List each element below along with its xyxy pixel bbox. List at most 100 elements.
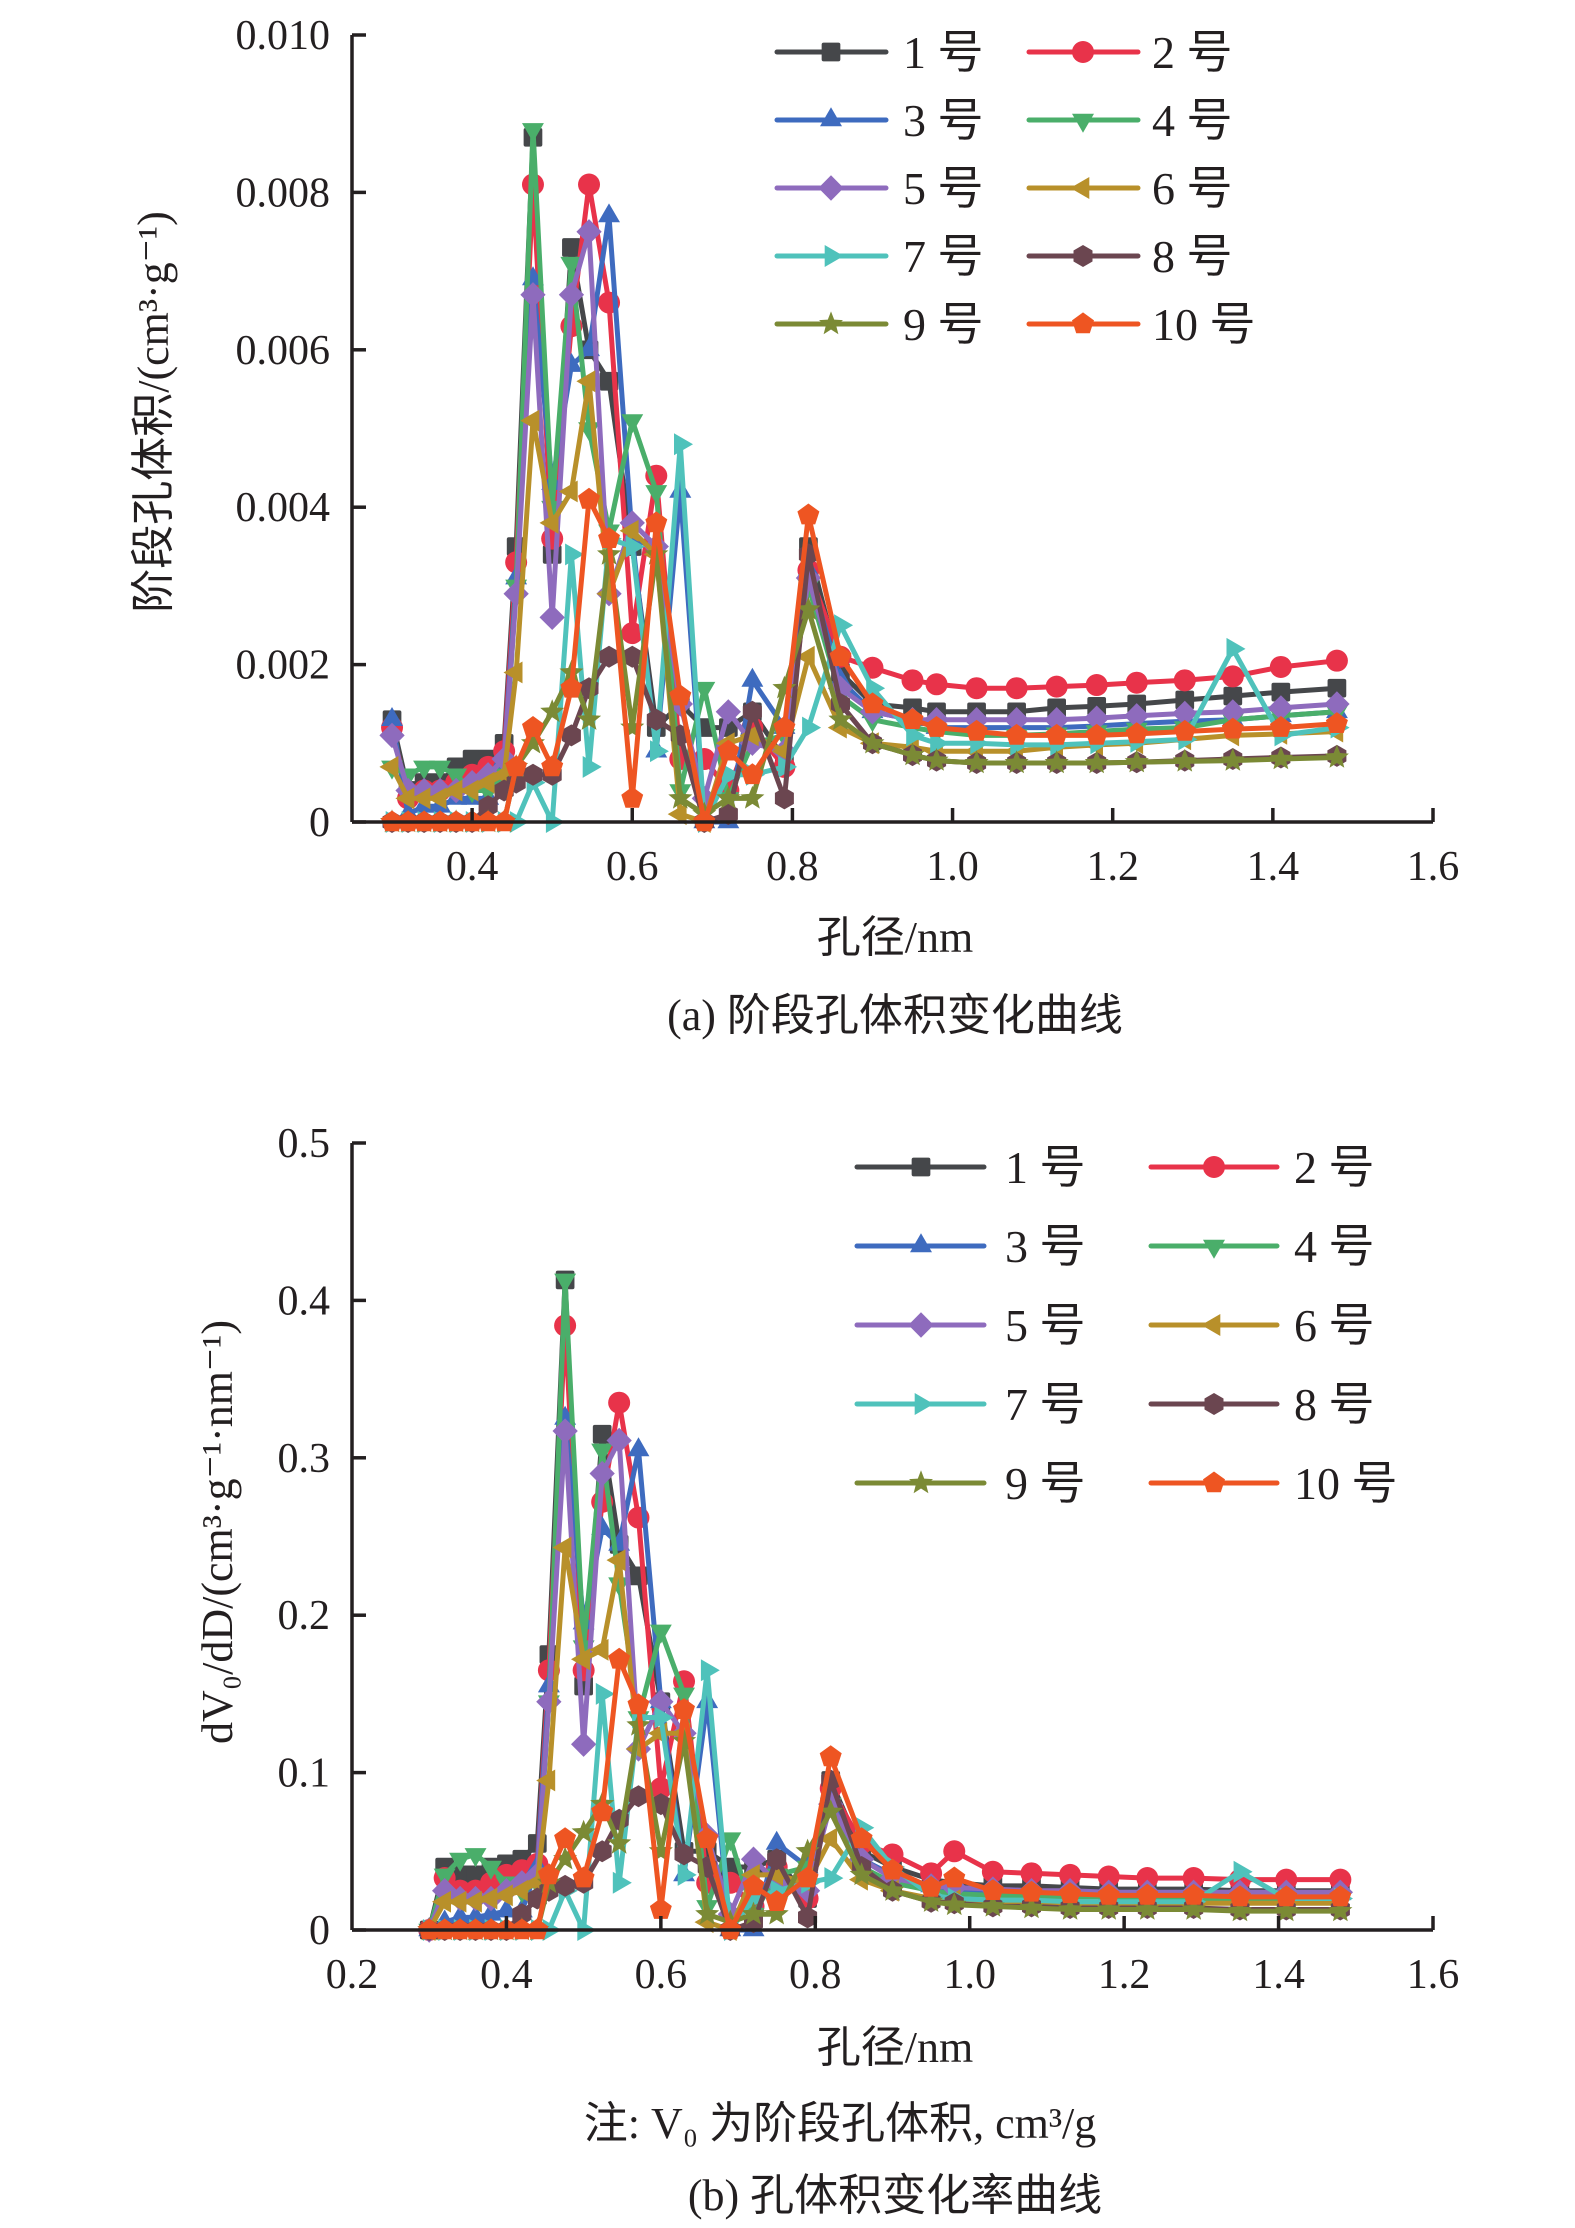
data-point [1097, 1883, 1120, 1905]
data-point [1269, 655, 1292, 678]
data-point [622, 645, 642, 668]
data-point [1059, 1882, 1082, 1904]
legend-label: 7 号 [1005, 1379, 1086, 1430]
data-point [667, 803, 687, 826]
data-point [695, 1901, 720, 1925]
data-point [981, 1879, 1004, 1900]
data-point [1085, 674, 1108, 697]
data-point [900, 742, 925, 766]
y-tick-label: 0.008 [236, 170, 331, 216]
data-point [942, 1892, 967, 1916]
data-point [612, 1871, 632, 1894]
data-point [478, 1887, 498, 1910]
x-tick-label: 0.8 [789, 1952, 842, 1998]
data-point [930, 732, 950, 755]
data-point [919, 1889, 944, 1912]
data-point [645, 511, 668, 533]
x-tick-label: 0.4 [446, 844, 499, 890]
legend-marker [818, 175, 844, 201]
y-tick-label: 0.004 [236, 485, 331, 531]
data-point [645, 485, 668, 505]
data-point [1182, 1867, 1205, 1890]
series-9 [380, 541, 1349, 833]
data-point [693, 681, 716, 701]
data-point [772, 675, 797, 699]
legend-marker [1070, 177, 1090, 199]
data-point [411, 787, 431, 810]
data-point [716, 785, 741, 809]
legend-label: 1 号 [1005, 1142, 1086, 1193]
legend-item: 9 号 [854, 1458, 1086, 1509]
legend-item: 8 号 [1148, 1379, 1375, 1430]
data-point [552, 1418, 578, 1444]
legend-item: 4 号 [1026, 95, 1233, 146]
data-point [462, 1890, 482, 1913]
chart-b: 0 0.1 0.2 0.3 0.4 0.5 0.2 0.4 0.6 0.8 1.0 1.2 1.4 1.6… [193, 1121, 1459, 2220]
data-point [674, 1843, 694, 1866]
data-point [621, 786, 644, 808]
data-point [1227, 1898, 1252, 1922]
data-point [774, 787, 794, 810]
data-point [625, 535, 645, 558]
data-point [480, 1860, 502, 1880]
data-point [740, 785, 765, 809]
data-point [669, 684, 692, 706]
data-point [1327, 678, 1347, 698]
y-tick-label: 0.2 [278, 1593, 331, 1639]
data-point [1268, 746, 1293, 770]
data-point [589, 1460, 615, 1487]
y-axis-title: 阶段孔体积/(cm³·g⁻¹) [129, 211, 178, 613]
data-point [1135, 1896, 1160, 1920]
legend-label: 6 号 [1152, 163, 1233, 214]
data-point [943, 1866, 966, 1888]
data-point [571, 1819, 596, 1843]
data-point [578, 487, 600, 509]
data-point [764, 1901, 789, 1925]
data-point [1275, 1885, 1298, 1907]
data-point [595, 1682, 615, 1705]
data-point [802, 716, 822, 739]
legend-label: 4 号 [1152, 95, 1233, 146]
data-point [1085, 723, 1108, 745]
data-point [1173, 719, 1196, 741]
x-axis-title: 孔径/nm [817, 2023, 973, 2072]
legend-label: 9 号 [903, 299, 984, 350]
data-point [571, 1731, 597, 1757]
data-point [943, 1840, 966, 1863]
data-point [1005, 723, 1028, 745]
legend-marker [1201, 1314, 1221, 1336]
data-point [592, 1840, 612, 1863]
data-point [1325, 649, 1348, 672]
data-point [981, 1860, 1004, 1883]
data-point [824, 1867, 844, 1889]
data-point [771, 740, 791, 763]
data-point [495, 1898, 518, 1918]
data-point [565, 543, 585, 566]
data-point [1268, 695, 1294, 721]
data-point [571, 1648, 590, 1671]
data-point [449, 1852, 472, 1872]
data-point [509, 1879, 529, 1902]
data-point [607, 1830, 632, 1854]
legend-label: 1 号 [903, 27, 984, 78]
data-point [554, 1827, 577, 1849]
data-point [427, 787, 447, 810]
x-tick-label: 1.4 [1252, 1952, 1305, 1998]
legend-marker [1203, 1239, 1225, 1259]
data-point [668, 785, 693, 809]
legend-label: 6 号 [1294, 1300, 1375, 1351]
data-point [539, 512, 559, 534]
data-point [1329, 1885, 1352, 1907]
caption: (b) 孔体积变化率曲线 [688, 2171, 1102, 2220]
legend-label: 8 号 [1152, 231, 1233, 282]
data-point [965, 677, 988, 700]
data-point [673, 1687, 695, 1707]
legend-marker [824, 245, 844, 267]
data-point [466, 1865, 485, 1885]
data-point [503, 661, 523, 684]
data-point [925, 716, 948, 737]
data-point [620, 714, 645, 738]
data-point [1324, 744, 1349, 768]
legend-item: 7 号 [854, 1379, 1086, 1430]
